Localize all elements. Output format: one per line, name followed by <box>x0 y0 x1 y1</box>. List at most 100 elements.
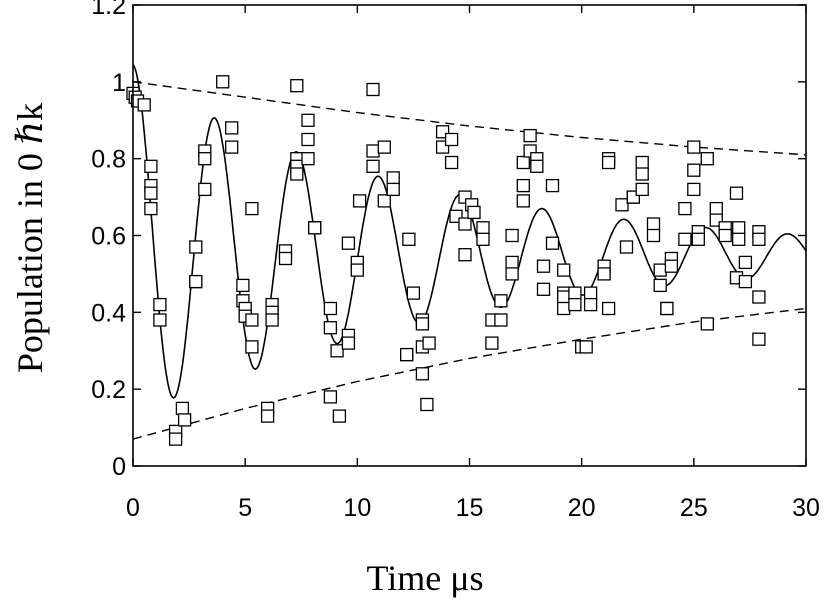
data-point <box>536 259 551 273</box>
data-point <box>458 217 472 231</box>
data-point <box>444 155 459 170</box>
data-point <box>323 390 338 404</box>
data-point <box>467 205 481 220</box>
data-point <box>301 113 315 127</box>
data-point <box>646 228 661 243</box>
y-axis-title: Population in 0 ℏk <box>10 103 50 373</box>
x-tick-label: 5 <box>238 494 252 522</box>
data-point <box>137 98 151 112</box>
data-point <box>653 278 667 293</box>
y-tick-label: 0.6 <box>91 223 126 251</box>
data-point <box>278 251 293 266</box>
data-point <box>144 186 158 200</box>
data-point <box>646 217 661 231</box>
data-point <box>189 240 203 254</box>
y-tick-label: 0 <box>112 453 126 481</box>
data-point <box>301 152 315 166</box>
data-point <box>377 140 391 154</box>
axes: 0 5 10 15 20 25 30 0 0.2 0.4 0.6 0.8 1 1.2 <box>91 0 820 522</box>
upper-envelope-line <box>132 81 807 156</box>
data-point <box>236 278 250 293</box>
data-point <box>290 167 304 181</box>
data-point <box>341 236 356 250</box>
data-point <box>635 167 649 181</box>
x-tick-label: 15 <box>456 494 484 522</box>
data-point <box>729 186 744 200</box>
data-point <box>153 313 167 327</box>
data-point <box>516 194 530 208</box>
data-point <box>752 232 766 246</box>
data-point <box>290 79 304 93</box>
data-point <box>579 340 593 354</box>
data-point <box>678 201 692 216</box>
data-point <box>198 152 212 166</box>
x-tick-label: 20 <box>568 494 596 522</box>
data-point <box>225 140 239 154</box>
data-point <box>687 163 701 177</box>
data-point <box>189 274 203 289</box>
data-point <box>635 155 649 170</box>
data-point <box>660 301 674 316</box>
data-point <box>144 201 158 216</box>
data-point <box>420 397 434 412</box>
data-point <box>153 297 167 312</box>
data-point <box>406 286 421 300</box>
data-point <box>494 294 508 308</box>
data-point <box>198 182 212 197</box>
data-point <box>216 75 230 89</box>
data-point <box>536 282 551 296</box>
x-axis-title: Time μs <box>366 558 483 598</box>
data-point <box>366 82 380 97</box>
data-point <box>494 313 508 327</box>
data-point <box>601 301 616 316</box>
data-point <box>601 155 616 170</box>
data-point <box>568 297 582 312</box>
data-point <box>530 159 544 173</box>
data-point <box>386 182 400 197</box>
data-point <box>323 321 338 335</box>
data-point <box>718 228 732 243</box>
y-tick-label: 0.2 <box>91 376 126 404</box>
data-point <box>415 317 430 331</box>
data-point <box>301 132 315 147</box>
data-point <box>175 401 190 416</box>
data-point <box>732 232 746 246</box>
data-point <box>330 344 344 358</box>
data-point <box>476 232 490 246</box>
data-point <box>752 290 766 304</box>
data-point <box>545 236 560 250</box>
y-tick-label: 0.4 <box>91 299 126 327</box>
data-point <box>557 290 571 304</box>
data-point <box>664 259 679 273</box>
data-point <box>583 297 598 312</box>
x-tick-label: 0 <box>126 494 140 522</box>
data-point <box>752 332 766 346</box>
data-point <box>568 286 582 300</box>
data-point <box>678 232 692 246</box>
data-point <box>225 121 239 135</box>
data-point <box>402 232 416 246</box>
data-point <box>505 267 519 281</box>
x-tick-label: 10 <box>343 494 371 522</box>
data-point <box>732 221 746 235</box>
data-point <box>341 336 356 350</box>
y-tick-label: 1 <box>112 69 126 97</box>
data-point <box>245 313 259 327</box>
data-point <box>177 413 192 427</box>
data-point <box>386 171 400 185</box>
data-point <box>422 336 436 350</box>
data-point <box>615 198 629 212</box>
data-point <box>700 317 714 331</box>
data-point <box>485 336 499 350</box>
y-tick-label: 1.2 <box>91 0 126 20</box>
data-point <box>583 286 598 300</box>
data-point <box>557 263 571 277</box>
data-point <box>144 159 158 173</box>
data-point <box>557 301 571 316</box>
data-point <box>516 178 530 193</box>
data-point <box>350 263 364 277</box>
data-point <box>366 159 380 173</box>
data-point <box>516 155 530 170</box>
lower-envelope-line <box>132 307 807 440</box>
